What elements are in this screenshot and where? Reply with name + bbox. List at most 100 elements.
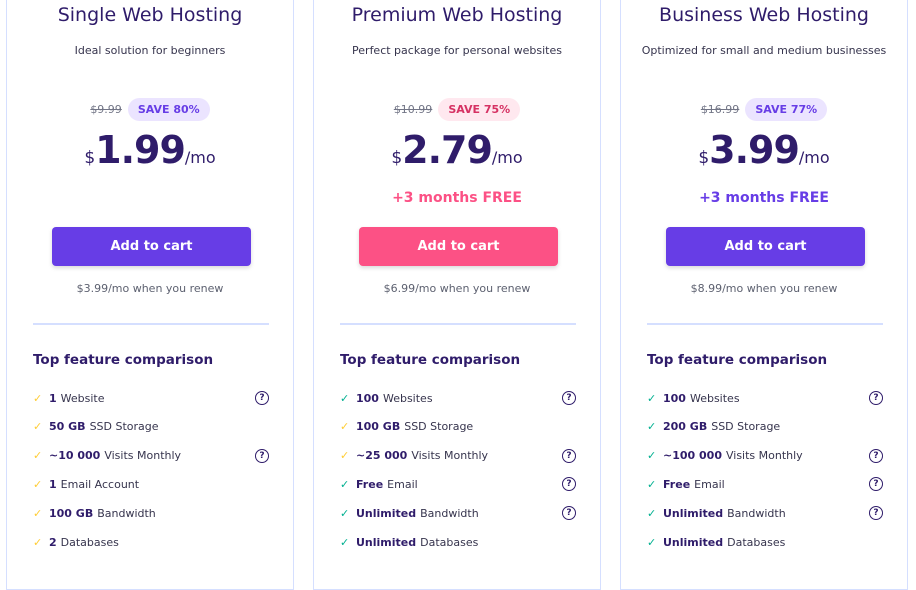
save-badge: SAVE 77%	[745, 98, 828, 121]
feature-label: Bandwidth	[727, 506, 786, 520]
old-price: $16.99	[700, 103, 740, 116]
divider	[340, 323, 576, 325]
check-icon: ✓	[340, 535, 350, 549]
bonus-text: +3 months FREE	[392, 190, 522, 206]
check-icon: ✓	[647, 391, 657, 405]
price-value: 1.99	[95, 128, 186, 172]
divider	[647, 323, 883, 325]
plan-title: Business Web Hosting	[659, 4, 869, 26]
feature-item: ✓ 100 Websites ?	[647, 389, 883, 407]
feature-label: Websites	[382, 391, 433, 405]
currency: $	[698, 148, 710, 168]
add-to-cart-button[interactable]: Add to cart	[52, 227, 251, 266]
price-period: /mo	[184, 148, 216, 167]
old-price: $9.99	[90, 103, 122, 116]
check-icon: ✓	[33, 506, 43, 520]
check-icon: ✓	[647, 449, 657, 463]
feature-item: ✓ Free Email ?	[647, 475, 883, 493]
renew-price: $6.99/mo when you renew	[383, 282, 531, 295]
feature-label: Email	[387, 477, 418, 491]
feature-value: Free	[356, 477, 384, 491]
price: $2.79/mo	[314, 128, 600, 172]
feature-item: ✓ ~25 000 Visits Monthly ?	[340, 447, 576, 465]
currency: $	[84, 148, 96, 168]
save-badge: SAVE 80%	[127, 98, 210, 121]
feature-item: ✓ Unlimited Bandwidth ?	[340, 504, 576, 522]
help-icon[interactable]: ?	[562, 391, 576, 405]
check-icon: ✓	[33, 391, 43, 405]
feature-value: ~25 000	[356, 449, 408, 463]
feature-value: Free	[663, 477, 691, 491]
check-icon: ✓	[340, 506, 350, 520]
help-icon[interactable]: ?	[869, 391, 883, 405]
price-period: /mo	[491, 148, 523, 167]
feature-item: ✓ Unlimited Databases	[340, 533, 576, 551]
check-icon: ✓	[647, 506, 657, 520]
price-value: 3.99	[709, 128, 800, 172]
old-price: $10.99	[393, 103, 433, 116]
feature-label: Bandwidth	[97, 506, 156, 520]
feature-label: Databases	[60, 535, 119, 549]
plan-card: Premium Web Hosting Perfect package for …	[313, 0, 601, 590]
check-icon: ✓	[340, 391, 350, 405]
check-icon: ✓	[647, 420, 657, 434]
feature-value: 100	[663, 391, 686, 405]
feature-item: ✓ 50 GB SSD Storage	[33, 418, 269, 436]
feature-item: ✓ Free Email ?	[340, 475, 576, 493]
divider	[33, 323, 269, 325]
feature-value: 1	[49, 477, 57, 491]
price-period: /mo	[798, 148, 830, 167]
help-icon[interactable]: ?	[255, 391, 269, 405]
feature-label: Visits Monthly	[411, 449, 489, 463]
price-value: 2.79	[402, 128, 493, 172]
plan-subtitle: Optimized for small and medium businesse…	[641, 44, 887, 57]
help-icon[interactable]: ?	[562, 506, 576, 521]
feature-item: ✓ ~100 000 Visits Monthly ?	[647, 447, 883, 465]
check-icon: ✓	[647, 535, 657, 549]
check-icon: ✓	[33, 477, 43, 491]
plan-card: Business Web Hosting Optimized for small…	[620, 0, 908, 590]
check-icon: ✓	[33, 535, 43, 549]
feature-label: Databases	[420, 535, 479, 549]
check-icon: ✓	[340, 420, 350, 434]
plan-subtitle: Ideal solution for beginners	[74, 44, 226, 57]
help-icon[interactable]: ?	[255, 448, 269, 463]
price: $1.99/mo	[7, 128, 293, 172]
feature-label: SSD Storage	[711, 420, 781, 434]
add-to-cart-button[interactable]: Add to cart	[359, 227, 558, 266]
feature-label: Bandwidth	[420, 506, 479, 520]
renew-price: $3.99/mo when you renew	[76, 282, 224, 295]
feature-heading: Top feature comparison	[340, 352, 521, 368]
feature-value: 1	[49, 391, 57, 405]
feature-item: ✓ 2 Databases	[33, 533, 269, 551]
feature-label: Visits Monthly	[725, 449, 803, 463]
bonus-text: +3 months FREE	[699, 190, 829, 206]
feature-heading: Top feature comparison	[647, 352, 828, 368]
feature-heading: Top feature comparison	[33, 352, 214, 368]
feature-value: 2	[49, 535, 57, 549]
check-icon: ✓	[33, 420, 43, 434]
help-icon[interactable]: ?	[562, 477, 576, 492]
feature-value: ~10 000	[49, 449, 101, 463]
help-icon[interactable]: ?	[562, 448, 576, 463]
help-icon[interactable]: ?	[869, 477, 883, 492]
feature-value: Unlimited	[356, 506, 417, 520]
feature-label: Visits Monthly	[104, 449, 182, 463]
feature-value: 50 GB	[49, 420, 86, 434]
feature-value: ~100 000	[663, 449, 722, 463]
feature-label: Email Account	[60, 477, 140, 491]
currency: $	[391, 148, 403, 168]
feature-label: SSD Storage	[404, 420, 474, 434]
feature-item: ✓ Unlimited Bandwidth ?	[647, 504, 883, 522]
check-icon: ✓	[647, 477, 657, 491]
check-icon: ✓	[340, 477, 350, 491]
feature-label: SSD Storage	[89, 420, 159, 434]
check-icon: ✓	[340, 449, 350, 463]
plan-subtitle: Perfect package for personal websites	[352, 44, 562, 57]
feature-label: Email	[694, 477, 725, 491]
price: $3.99/mo	[621, 128, 907, 172]
help-icon[interactable]: ?	[869, 448, 883, 463]
add-to-cart-button[interactable]: Add to cart	[666, 227, 865, 266]
help-icon[interactable]: ?	[869, 506, 883, 521]
feature-item: ✓ 1 Website ?	[33, 389, 269, 407]
